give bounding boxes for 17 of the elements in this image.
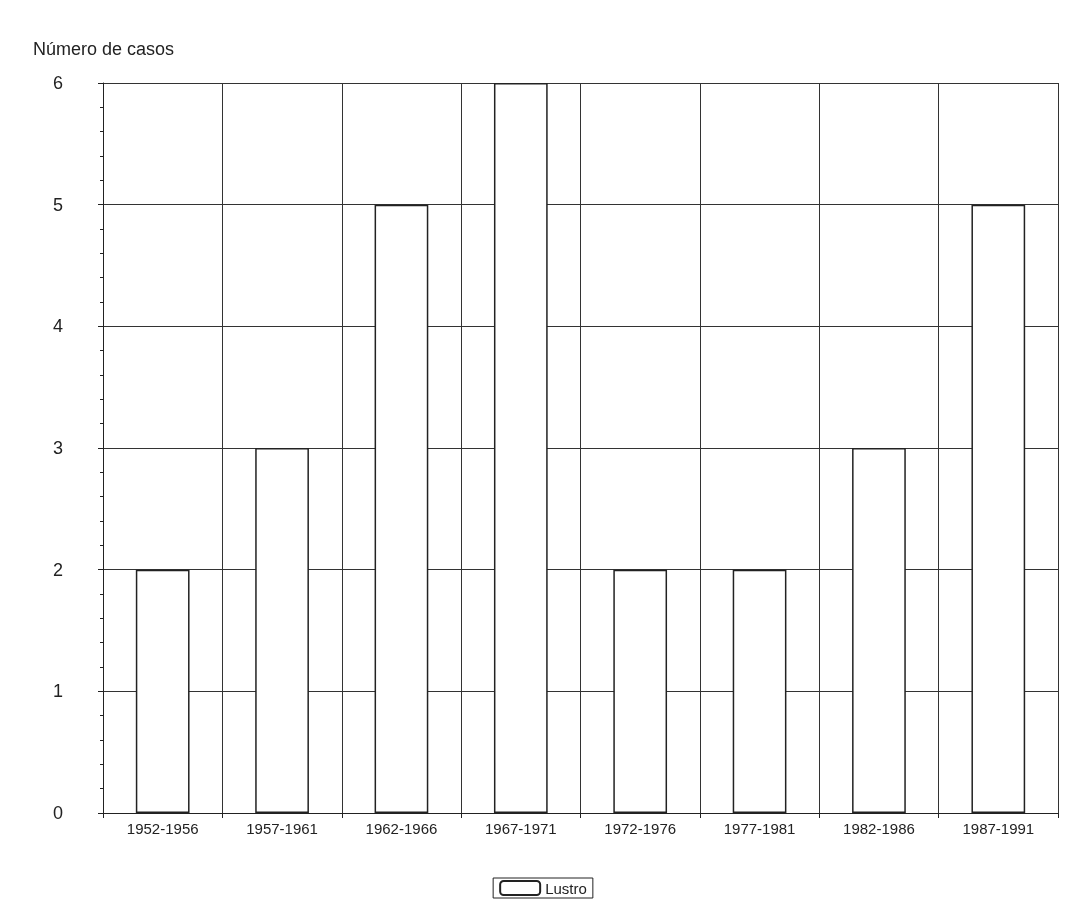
x-tick-label: 1957-1961 (246, 820, 318, 837)
y-tick-label: 5 (52, 194, 63, 215)
x-tick-label: 1972-1976 (604, 820, 677, 837)
x-tick-label: 1962-1966 (365, 820, 438, 837)
y-axis-title: Número de casos (33, 39, 175, 59)
y-tick-label: 2 (52, 559, 63, 580)
x-tick-label: 1952-1956 (126, 820, 199, 837)
y-tick-label: 0 (52, 803, 63, 823)
x-tick-label: 1982-1986 (843, 820, 915, 837)
x-tick-label: 1967-1971 (484, 820, 557, 837)
x-tick-label: 1987-1991 (962, 820, 1035, 837)
y-tick-label: 6 (52, 73, 63, 93)
y-tick-label: 3 (52, 438, 63, 458)
x-tick-label: 1977-1981 (723, 820, 796, 837)
y-tick-label: 1 (52, 681, 63, 702)
legend-label: Lustro (545, 879, 587, 897)
y-tick-label: 4 (52, 316, 63, 337)
